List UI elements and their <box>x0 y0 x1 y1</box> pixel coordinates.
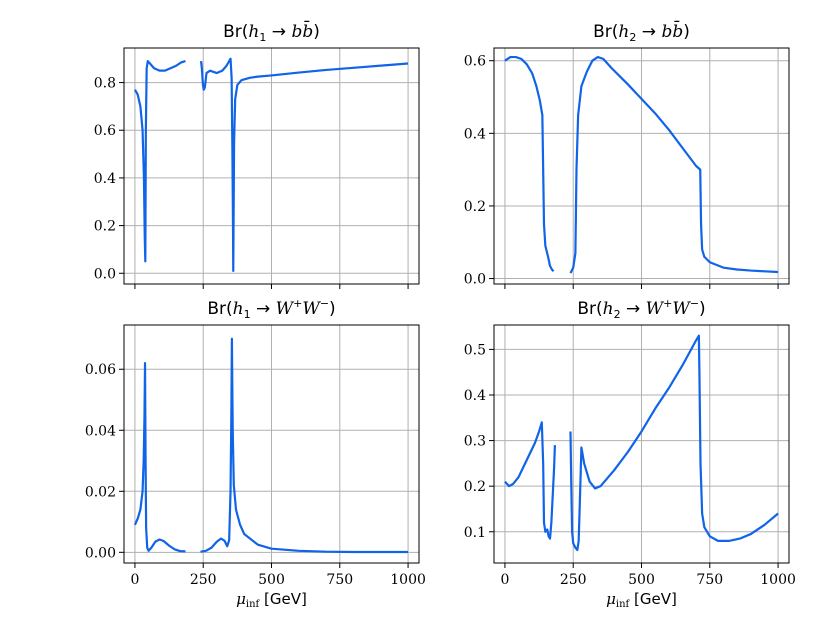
x-tick-label: 250 <box>560 572 587 588</box>
series-line-0 <box>504 55 555 273</box>
y-tick-label: 0.0 <box>94 266 116 282</box>
x-tick-label: 1000 <box>390 572 426 588</box>
y-tick-label: 0.5 <box>464 342 486 358</box>
chart-title: Br(h1 → W+W−) <box>207 297 335 321</box>
panel-h1-ww: 0 250 500 750 1000 0.00 0.02 0.04 0.06 Br(h1 → W+… <box>85 297 426 610</box>
x-tick-label: 0 <box>500 572 509 588</box>
panel-h1-bb: 0.0 0.2 0.4 0.6 0.8 Br(h1 → bb̄) <box>94 19 420 289</box>
x-tick-label: 0 <box>130 572 139 588</box>
x-tick-label: 500 <box>258 572 285 588</box>
y-tick-label: 0.4 <box>464 388 486 404</box>
panel-h2-bb: 0.0 0.2 0.4 0.6 Br(h2 → bb̄) <box>464 19 790 289</box>
x-tick-label: 1000 <box>760 572 796 588</box>
series-line-0 <box>133 60 186 263</box>
y-tick-label: 0.00 <box>85 545 116 561</box>
y-tick-label: 0.1 <box>464 525 486 541</box>
y-tick-label: 0.4 <box>94 171 116 187</box>
y-tick-label: 0.0 <box>464 272 486 288</box>
x-tick-label: 250 <box>190 572 217 588</box>
x-axis-label: μinf [GeV] <box>606 590 677 610</box>
chart-title: Br(h2 → W+W−) <box>577 297 705 321</box>
x-tick-label: 750 <box>696 572 723 588</box>
series-line-0 <box>133 362 186 553</box>
x-axis-label: μinf [GeV] <box>236 590 307 610</box>
panel-h2-ww: 0 250 500 750 1000 0.1 0.2 0.3 0.4 0.5 Br(h2 → W+W… <box>464 297 796 610</box>
series-line-1 <box>200 337 409 554</box>
y-tick-label: 0.6 <box>464 54 486 70</box>
y-tick-label: 0.04 <box>85 423 116 439</box>
y-tick-label: 0.2 <box>464 479 486 495</box>
chart-title: Br(h1 → bb̄) <box>223 19 320 44</box>
y-tick-label: 0.2 <box>464 199 486 215</box>
y-tick-label: 0.8 <box>94 76 116 92</box>
y-tick-label: 0.06 <box>85 362 116 378</box>
x-tick-label: 500 <box>628 572 655 588</box>
series-line-1 <box>199 57 409 272</box>
series-line-1 <box>569 334 779 552</box>
y-tick-label: 0.4 <box>464 126 486 142</box>
y-tick-label: 0.6 <box>94 123 116 139</box>
y-tick-label: 0.2 <box>94 219 116 235</box>
series-line-1 <box>569 55 779 274</box>
y-tick-label: 0.02 <box>85 484 116 500</box>
y-tick-label: 0.3 <box>464 434 486 450</box>
series-line-0 <box>504 421 557 540</box>
chart-title: Br(h2 → bb̄) <box>593 19 690 44</box>
x-tick-label: 750 <box>326 572 353 588</box>
